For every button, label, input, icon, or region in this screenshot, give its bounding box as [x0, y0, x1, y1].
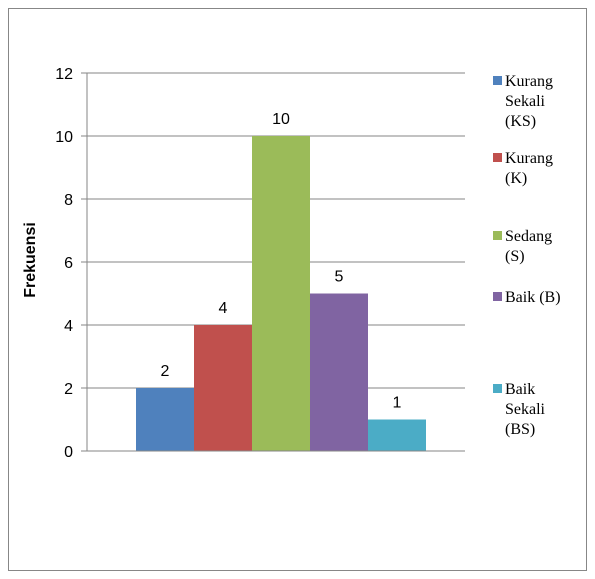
bar-4 [310, 293, 368, 451]
legend-label-1: Sekali [505, 93, 546, 110]
legend-label-2: (K) [505, 170, 527, 187]
bar-5 [368, 419, 426, 451]
y-tick-label: 8 [64, 192, 73, 209]
data-label-1: 2 [161, 363, 170, 380]
legend-label-3: Sedang [505, 228, 552, 245]
legend-swatch-5 [493, 384, 502, 393]
legend-label-5: Sekali [505, 401, 546, 418]
legend-swatch-4 [493, 292, 502, 301]
legend-label-2: Kurang [505, 150, 553, 167]
data-label-3: 10 [272, 111, 290, 128]
bar-chart: 2 4 10 5 1 0 2 4 6 8 10 12 Frekuensi Kurang Sekali (… [22, 66, 561, 461]
y-tick-label: 2 [64, 381, 73, 398]
legend: Kurang Sekali (KS) Kurang (K) Sedang (S) Baik (… [493, 73, 561, 438]
legend-label-1: (KS) [505, 113, 536, 130]
bars [136, 136, 426, 451]
bar-1 [136, 388, 194, 451]
y-tick-label: 4 [64, 318, 73, 335]
y-tick-label: 12 [55, 66, 73, 83]
y-tick-label: 0 [64, 444, 73, 461]
y-tick-label: 6 [64, 255, 73, 272]
data-label-4: 5 [335, 269, 344, 286]
data-label-2: 4 [219, 300, 228, 317]
legend-swatch-3 [493, 231, 502, 240]
y-tick-label: 10 [55, 129, 73, 146]
legend-label-1: Kurang [505, 73, 553, 90]
bar-3 [252, 136, 310, 451]
y-axis-title: Frekuensi [22, 222, 39, 298]
legend-swatch-2 [493, 153, 502, 162]
legend-swatch-1 [493, 76, 502, 85]
legend-label-3: (S) [505, 248, 525, 265]
legend-label-4: Baik (B) [505, 289, 561, 306]
data-labels: 2 4 10 5 1 [161, 111, 402, 412]
legend-label-5: (BS) [505, 421, 535, 438]
legend-label-5: Baik [505, 381, 535, 398]
data-label-5: 1 [393, 395, 402, 412]
bar-2 [194, 325, 252, 451]
chart-frame: 2 4 10 5 1 0 2 4 6 8 10 12 Frekuensi Kurang Sekali (… [8, 8, 587, 571]
